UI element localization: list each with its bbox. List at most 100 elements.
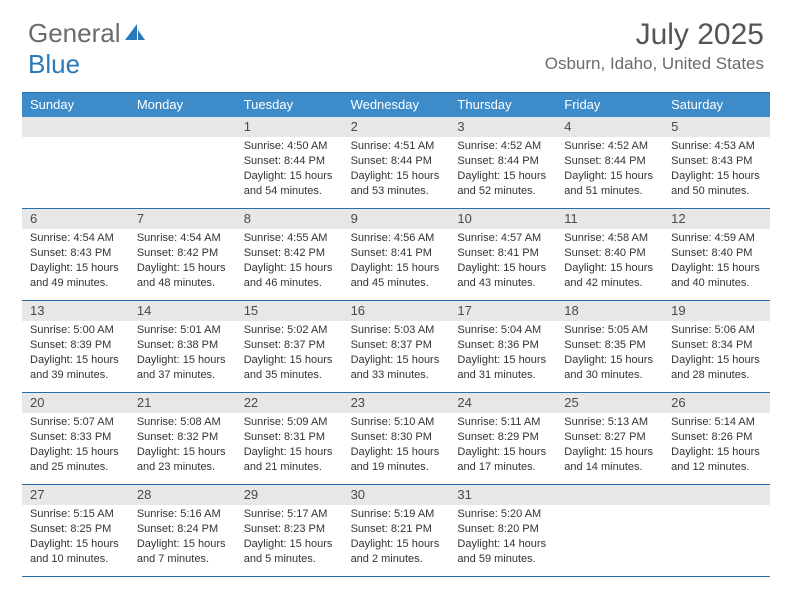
day-number: 11 bbox=[556, 209, 663, 229]
day-number: 7 bbox=[129, 209, 236, 229]
empty-cell bbox=[129, 117, 236, 209]
empty-cell bbox=[663, 485, 770, 577]
weekday-saturday: Saturday bbox=[663, 93, 770, 117]
weekday-wednesday: Wednesday bbox=[343, 93, 450, 117]
day-cell: 6Sunrise: 4:54 AMSunset: 8:43 PMDaylight… bbox=[22, 209, 129, 301]
day-number: 26 bbox=[663, 393, 770, 413]
calendar: SundayMondayTuesdayWednesdayThursdayFrid… bbox=[22, 92, 770, 577]
day-cell: 4Sunrise: 4:52 AMSunset: 8:44 PMDaylight… bbox=[556, 117, 663, 209]
day-details: Sunrise: 4:57 AMSunset: 8:41 PMDaylight:… bbox=[449, 229, 556, 294]
day-details: Sunrise: 4:52 AMSunset: 8:44 PMDaylight:… bbox=[449, 137, 556, 202]
day-cell: 27Sunrise: 5:15 AMSunset: 8:25 PMDayligh… bbox=[22, 485, 129, 577]
day-number: 20 bbox=[22, 393, 129, 413]
day-number: 14 bbox=[129, 301, 236, 321]
day-details: Sunrise: 5:05 AMSunset: 8:35 PMDaylight:… bbox=[556, 321, 663, 386]
day-number: 2 bbox=[343, 117, 450, 137]
calendar-grid: 1Sunrise: 4:50 AMSunset: 8:44 PMDaylight… bbox=[22, 117, 770, 577]
day-number: 27 bbox=[22, 485, 129, 505]
day-details: Sunrise: 5:14 AMSunset: 8:26 PMDaylight:… bbox=[663, 413, 770, 478]
day-details: Sunrise: 4:50 AMSunset: 8:44 PMDaylight:… bbox=[236, 137, 343, 202]
day-cell: 8Sunrise: 4:55 AMSunset: 8:42 PMDaylight… bbox=[236, 209, 343, 301]
day-cell: 20Sunrise: 5:07 AMSunset: 8:33 PMDayligh… bbox=[22, 393, 129, 485]
day-number: 12 bbox=[663, 209, 770, 229]
day-details: Sunrise: 4:54 AMSunset: 8:42 PMDaylight:… bbox=[129, 229, 236, 294]
day-details: Sunrise: 5:17 AMSunset: 8:23 PMDaylight:… bbox=[236, 505, 343, 570]
day-number: 30 bbox=[343, 485, 450, 505]
day-details: Sunrise: 5:10 AMSunset: 8:30 PMDaylight:… bbox=[343, 413, 450, 478]
day-cell: 5Sunrise: 4:53 AMSunset: 8:43 PMDaylight… bbox=[663, 117, 770, 209]
day-cell: 11Sunrise: 4:58 AMSunset: 8:40 PMDayligh… bbox=[556, 209, 663, 301]
day-number: 8 bbox=[236, 209, 343, 229]
day-cell: 10Sunrise: 4:57 AMSunset: 8:41 PMDayligh… bbox=[449, 209, 556, 301]
day-cell: 13Sunrise: 5:00 AMSunset: 8:39 PMDayligh… bbox=[22, 301, 129, 393]
day-number: 16 bbox=[343, 301, 450, 321]
day-cell: 26Sunrise: 5:14 AMSunset: 8:26 PMDayligh… bbox=[663, 393, 770, 485]
day-details: Sunrise: 5:16 AMSunset: 8:24 PMDaylight:… bbox=[129, 505, 236, 570]
day-number: 3 bbox=[449, 117, 556, 137]
day-number: 18 bbox=[556, 301, 663, 321]
day-details: Sunrise: 4:58 AMSunset: 8:40 PMDaylight:… bbox=[556, 229, 663, 294]
day-cell: 9Sunrise: 4:56 AMSunset: 8:41 PMDaylight… bbox=[343, 209, 450, 301]
day-cell: 7Sunrise: 4:54 AMSunset: 8:42 PMDaylight… bbox=[129, 209, 236, 301]
day-number: 9 bbox=[343, 209, 450, 229]
day-details: Sunrise: 5:15 AMSunset: 8:25 PMDaylight:… bbox=[22, 505, 129, 570]
day-details: Sunrise: 4:59 AMSunset: 8:40 PMDaylight:… bbox=[663, 229, 770, 294]
day-details: Sunrise: 4:53 AMSunset: 8:43 PMDaylight:… bbox=[663, 137, 770, 202]
weekday-tuesday: Tuesday bbox=[236, 93, 343, 117]
day-cell: 29Sunrise: 5:17 AMSunset: 8:23 PMDayligh… bbox=[236, 485, 343, 577]
day-cell: 30Sunrise: 5:19 AMSunset: 8:21 PMDayligh… bbox=[343, 485, 450, 577]
day-number: 15 bbox=[236, 301, 343, 321]
day-number: 6 bbox=[22, 209, 129, 229]
day-cell: 31Sunrise: 5:20 AMSunset: 8:20 PMDayligh… bbox=[449, 485, 556, 577]
weekday-thursday: Thursday bbox=[449, 93, 556, 117]
logo: GeneralBlue bbox=[28, 18, 147, 80]
day-cell: 28Sunrise: 5:16 AMSunset: 8:24 PMDayligh… bbox=[129, 485, 236, 577]
day-details: Sunrise: 5:09 AMSunset: 8:31 PMDaylight:… bbox=[236, 413, 343, 478]
day-cell: 25Sunrise: 5:13 AMSunset: 8:27 PMDayligh… bbox=[556, 393, 663, 485]
day-details: Sunrise: 5:02 AMSunset: 8:37 PMDaylight:… bbox=[236, 321, 343, 386]
weekday-monday: Monday bbox=[129, 93, 236, 117]
day-cell: 2Sunrise: 4:51 AMSunset: 8:44 PMDaylight… bbox=[343, 117, 450, 209]
day-number: 1 bbox=[236, 117, 343, 137]
empty-cell bbox=[556, 485, 663, 577]
day-details: Sunrise: 5:08 AMSunset: 8:32 PMDaylight:… bbox=[129, 413, 236, 478]
day-cell: 1Sunrise: 4:50 AMSunset: 8:44 PMDaylight… bbox=[236, 117, 343, 209]
day-cell: 17Sunrise: 5:04 AMSunset: 8:36 PMDayligh… bbox=[449, 301, 556, 393]
day-details: Sunrise: 5:07 AMSunset: 8:33 PMDaylight:… bbox=[22, 413, 129, 478]
location: Osburn, Idaho, United States bbox=[545, 54, 764, 74]
day-details: Sunrise: 4:51 AMSunset: 8:44 PMDaylight:… bbox=[343, 137, 450, 202]
day-details: Sunrise: 5:20 AMSunset: 8:20 PMDaylight:… bbox=[449, 505, 556, 570]
day-details: Sunrise: 5:04 AMSunset: 8:36 PMDaylight:… bbox=[449, 321, 556, 386]
day-cell: 16Sunrise: 5:03 AMSunset: 8:37 PMDayligh… bbox=[343, 301, 450, 393]
day-details: Sunrise: 5:06 AMSunset: 8:34 PMDaylight:… bbox=[663, 321, 770, 386]
day-details: Sunrise: 5:13 AMSunset: 8:27 PMDaylight:… bbox=[556, 413, 663, 478]
title-block: July 2025 Osburn, Idaho, United States bbox=[545, 18, 764, 74]
empty-cell bbox=[22, 117, 129, 209]
day-details: Sunrise: 5:00 AMSunset: 8:39 PMDaylight:… bbox=[22, 321, 129, 386]
day-cell: 14Sunrise: 5:01 AMSunset: 8:38 PMDayligh… bbox=[129, 301, 236, 393]
day-details: Sunrise: 4:55 AMSunset: 8:42 PMDaylight:… bbox=[236, 229, 343, 294]
day-cell: 23Sunrise: 5:10 AMSunset: 8:30 PMDayligh… bbox=[343, 393, 450, 485]
day-cell: 18Sunrise: 5:05 AMSunset: 8:35 PMDayligh… bbox=[556, 301, 663, 393]
day-number: 21 bbox=[129, 393, 236, 413]
day-details: Sunrise: 4:54 AMSunset: 8:43 PMDaylight:… bbox=[22, 229, 129, 294]
day-number: 24 bbox=[449, 393, 556, 413]
day-details: Sunrise: 5:01 AMSunset: 8:38 PMDaylight:… bbox=[129, 321, 236, 386]
logo-part2: Blue bbox=[28, 49, 80, 79]
day-number: 28 bbox=[129, 485, 236, 505]
day-details: Sunrise: 4:56 AMSunset: 8:41 PMDaylight:… bbox=[343, 229, 450, 294]
day-cell: 21Sunrise: 5:08 AMSunset: 8:32 PMDayligh… bbox=[129, 393, 236, 485]
logo-text: GeneralBlue bbox=[28, 18, 147, 80]
day-details: Sunrise: 5:19 AMSunset: 8:21 PMDaylight:… bbox=[343, 505, 450, 570]
weekday-row: SundayMondayTuesdayWednesdayThursdayFrid… bbox=[22, 93, 770, 117]
day-cell: 19Sunrise: 5:06 AMSunset: 8:34 PMDayligh… bbox=[663, 301, 770, 393]
day-number: 5 bbox=[663, 117, 770, 137]
header: GeneralBlue July 2025 Osburn, Idaho, Uni… bbox=[0, 0, 792, 86]
logo-part1: General bbox=[28, 18, 121, 48]
day-details: Sunrise: 5:11 AMSunset: 8:29 PMDaylight:… bbox=[449, 413, 556, 478]
day-number: 13 bbox=[22, 301, 129, 321]
day-number: 4 bbox=[556, 117, 663, 137]
weekday-friday: Friday bbox=[556, 93, 663, 117]
day-details: Sunrise: 5:03 AMSunset: 8:37 PMDaylight:… bbox=[343, 321, 450, 386]
day-number: 23 bbox=[343, 393, 450, 413]
